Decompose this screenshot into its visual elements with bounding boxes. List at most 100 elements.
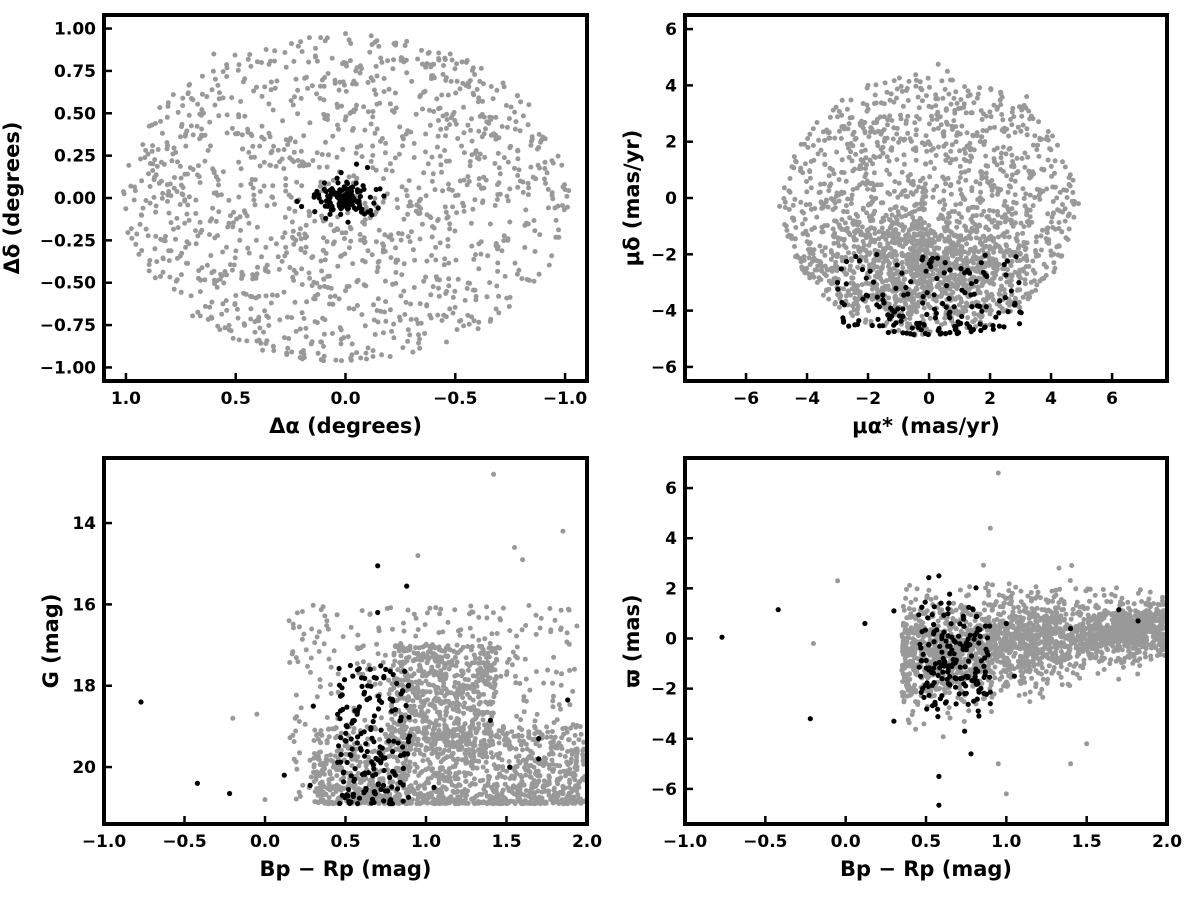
field-star-point: [371, 317, 377, 323]
field-star-point: [1044, 239, 1050, 245]
field-star-point: [905, 178, 911, 183]
field-star-point: [1034, 282, 1040, 288]
field-star-point: [292, 139, 298, 145]
field-star-point: [419, 47, 424, 53]
field-star-point: [253, 237, 259, 243]
field-star-point: [219, 311, 225, 317]
field-star-point: [251, 197, 257, 203]
field-star-point: [890, 281, 896, 287]
field-star-point: [953, 202, 959, 208]
field-star-point: [461, 208, 467, 214]
field-star-point: [306, 35, 312, 41]
field-star-point: [312, 53, 318, 59]
field-star-point: [807, 169, 813, 175]
field-star-point: [476, 176, 482, 182]
member-star-point: [1001, 261, 1007, 268]
field-star-point: [850, 280, 856, 286]
field-star-point: [1012, 192, 1018, 198]
field-star-point: [263, 47, 269, 52]
field-star-point: [319, 77, 325, 83]
field-star-point: [980, 128, 986, 133]
field-star-point: [791, 215, 796, 221]
field-star-point: [403, 57, 409, 63]
field-star-point: [897, 240, 903, 246]
field-star-point: [260, 347, 266, 353]
field-star-point: [880, 279, 886, 285]
field-star-point: [902, 161, 907, 167]
field-star-point: [299, 266, 305, 272]
field-star-point: [805, 232, 811, 238]
field-star-point: [807, 131, 813, 137]
field-star-point: [430, 171, 436, 177]
field-star-point: [811, 274, 817, 280]
field-star-point: [913, 83, 919, 89]
field-star-point: [123, 206, 129, 212]
field-star-point: [1021, 224, 1027, 230]
field-star-point: [437, 105, 443, 111]
field-star-point: [160, 269, 166, 275]
field-star-point: [248, 306, 254, 312]
field-star-point: [380, 199, 386, 205]
field-star-point: [407, 239, 413, 245]
field-star-point: [180, 95, 186, 101]
member-star-point: [941, 270, 947, 276]
field-star-point: [280, 234, 286, 240]
field-star-point: [949, 127, 955, 132]
field-star-point: [990, 270, 996, 276]
field-star-point: [1024, 126, 1030, 132]
field-star-point: [197, 289, 203, 295]
field-star-point: [425, 610, 430, 616]
field-star-point: [382, 309, 387, 315]
field-star-point: [1010, 105, 1016, 111]
field-star-point: [884, 89, 890, 95]
field-star-point: [140, 142, 146, 148]
field-star-point: [359, 312, 365, 318]
field-star-point: [473, 148, 479, 154]
field-star-point: [277, 317, 283, 323]
field-star-point: [981, 111, 986, 117]
field-star-point: [924, 238, 930, 244]
field-star-point: [507, 186, 513, 192]
field-star-point: [782, 222, 788, 227]
field-star-point: [263, 293, 269, 299]
member-star-point: [838, 266, 844, 272]
field-star-point: [1006, 234, 1012, 240]
field-star-point: [1076, 201, 1081, 207]
field-star-point: [484, 604, 490, 610]
field-star-point: [445, 619, 451, 625]
field-star-point: [307, 275, 313, 281]
field-star-point: [146, 262, 152, 268]
field-star-point: [233, 293, 239, 298]
field-star-point: [937, 199, 943, 205]
member-star-point: [327, 211, 333, 217]
field-star-point: [979, 176, 985, 181]
field-star-point: [235, 315, 241, 321]
field-star-point: [879, 225, 885, 231]
field-star-point: [473, 297, 479, 303]
field-star-point: [888, 276, 893, 282]
field-star-point: [962, 84, 968, 90]
field-star-point: [827, 114, 833, 120]
field-star-point: [207, 218, 213, 224]
field-star-point: [374, 73, 380, 79]
field-star-point: [837, 128, 842, 134]
field-star-point: [477, 78, 483, 84]
field-star-point: [198, 112, 204, 118]
field-star-point: [567, 780, 573, 786]
field-star-point: [302, 250, 308, 255]
field-star-point: [248, 63, 254, 69]
field-star-point: [523, 207, 529, 213]
field-star-point: [370, 78, 376, 83]
field-star-point: [351, 78, 357, 84]
field-star-point: [405, 234, 411, 240]
field-star-point: [855, 264, 861, 270]
field-star-point: [1027, 214, 1033, 220]
field-star-point: [501, 84, 507, 90]
field-star-point: [302, 235, 308, 241]
field-star-point: [916, 116, 922, 122]
field-star-point: [503, 103, 509, 108]
field-star-point: [406, 178, 412, 184]
field-star-point: [969, 257, 975, 263]
field-star-point: [973, 179, 979, 185]
field-star-point: [290, 102, 296, 108]
